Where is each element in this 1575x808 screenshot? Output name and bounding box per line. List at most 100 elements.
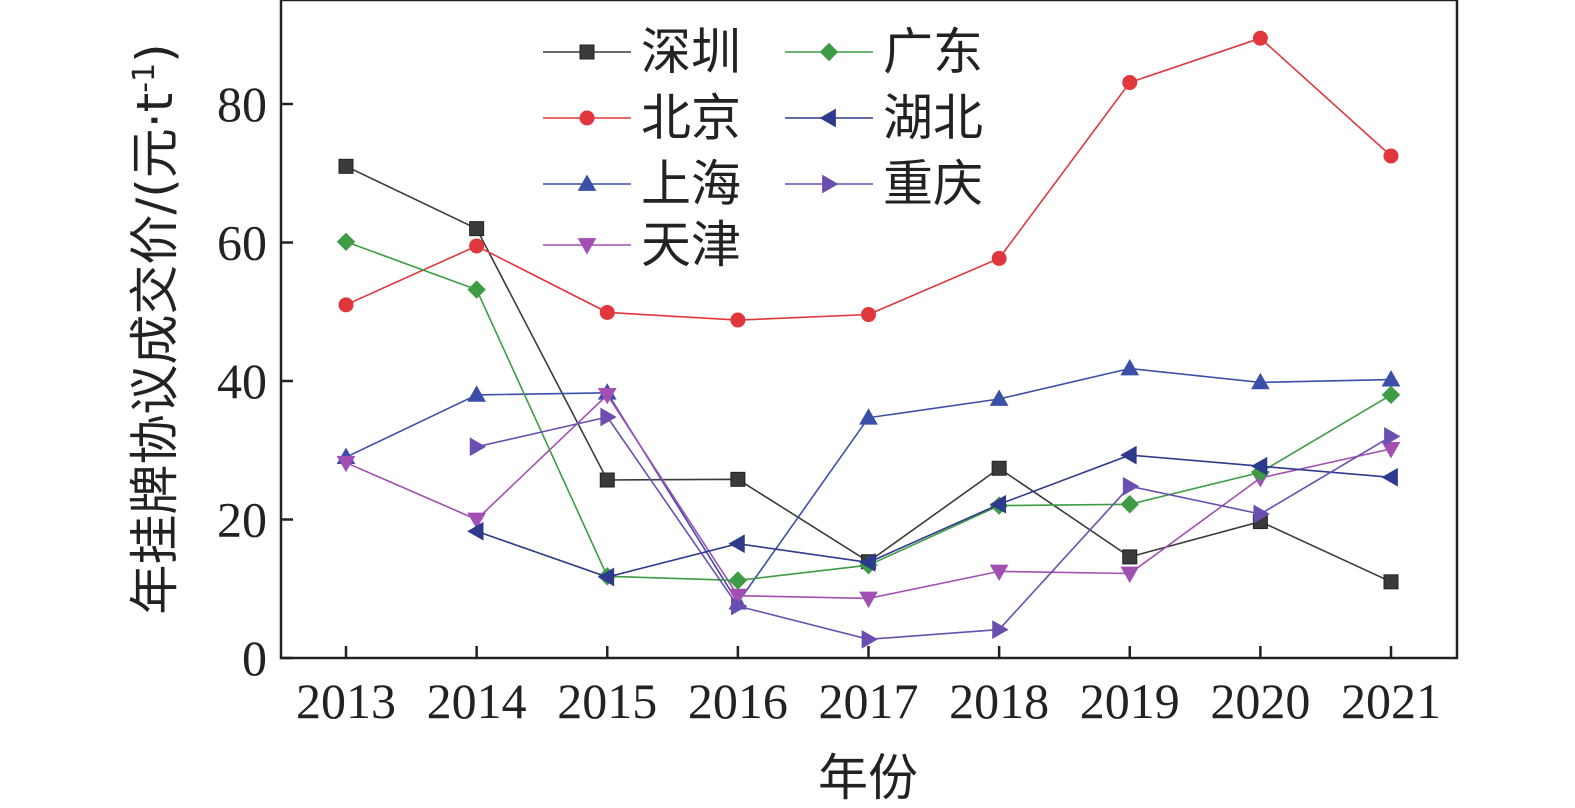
data-point bbox=[336, 232, 356, 252]
data-point bbox=[1120, 359, 1140, 376]
legend-entry: 广东 bbox=[785, 23, 983, 81]
data-point bbox=[731, 596, 748, 616]
legend-label: 广东 bbox=[883, 23, 983, 81]
x-tick-label: 2013 bbox=[296, 673, 396, 729]
x-tick-label: 2017 bbox=[819, 673, 919, 729]
data-point bbox=[597, 567, 615, 587]
data-point bbox=[467, 280, 486, 299]
legend-label: 天津 bbox=[641, 216, 741, 274]
legend-label: 上海 bbox=[641, 155, 741, 213]
y-axis-title-close: ) bbox=[126, 43, 184, 63]
y-tick-label: 0 bbox=[242, 630, 267, 686]
series-line bbox=[345, 165, 1392, 583]
data-point bbox=[728, 571, 748, 590]
data-point bbox=[467, 512, 486, 530]
legend-entry: 湖北 bbox=[785, 89, 983, 147]
data-point bbox=[992, 620, 1009, 639]
data-point bbox=[989, 389, 1009, 406]
x-tick-label: 2019 bbox=[1080, 673, 1180, 729]
data-point bbox=[599, 304, 615, 320]
series-6 bbox=[469, 407, 1401, 649]
data-point bbox=[1383, 574, 1399, 590]
legend-entry: 天津 bbox=[543, 216, 741, 274]
x-tick-label: 2018 bbox=[949, 673, 1049, 729]
legend-marker bbox=[577, 174, 597, 191]
x-tick-label: 2021 bbox=[1341, 673, 1441, 729]
ticks-layer: 2013 2014 2015 2016 2017 2018 2019 2020 2021 0 20 4… bbox=[217, 76, 1441, 729]
x-tick-label: 2015 bbox=[557, 673, 657, 729]
data-point bbox=[1253, 504, 1270, 524]
data-point bbox=[1383, 148, 1399, 164]
data-point bbox=[1251, 372, 1270, 390]
series-1 bbox=[338, 30, 1399, 328]
data-point bbox=[859, 408, 878, 425]
data-point bbox=[338, 297, 354, 313]
y-tick-label: 40 bbox=[217, 353, 267, 409]
data-point bbox=[1120, 495, 1139, 514]
data-point bbox=[1122, 75, 1138, 91]
legend-marker bbox=[819, 108, 836, 128]
data-point bbox=[861, 307, 876, 323]
y-axis-title-group: 年挂牌协议成交价/(元·t-1) bbox=[126, 43, 184, 614]
legend-label: 重庆 bbox=[883, 155, 983, 213]
legend-label: 深圳 bbox=[641, 23, 741, 81]
series-line bbox=[476, 416, 1392, 641]
data-point bbox=[991, 250, 1007, 266]
x-axis-title: 年份 bbox=[818, 749, 918, 807]
legend-marker bbox=[819, 42, 839, 62]
data-point bbox=[1381, 441, 1401, 459]
data-point bbox=[467, 385, 486, 402]
data-point bbox=[469, 238, 485, 254]
data-point bbox=[338, 158, 354, 174]
data-point bbox=[730, 471, 746, 487]
data-point bbox=[728, 534, 745, 554]
series-5 bbox=[467, 445, 1398, 587]
data-point bbox=[1120, 566, 1140, 584]
y-axis-title-main: 年挂牌协议成交价/(元·t bbox=[126, 93, 184, 615]
legend-marker bbox=[577, 238, 597, 255]
data-point bbox=[1250, 456, 1268, 476]
data-point bbox=[730, 312, 746, 328]
legend-entry: 深圳 bbox=[543, 23, 741, 81]
data-point bbox=[1381, 385, 1401, 405]
series-3 bbox=[336, 387, 1401, 608]
x-tick-label: 2016 bbox=[688, 673, 788, 729]
data-point bbox=[991, 460, 1007, 476]
data-point bbox=[1122, 476, 1140, 496]
data-point bbox=[600, 407, 617, 427]
legend-label: 湖北 bbox=[883, 89, 983, 147]
data-point bbox=[989, 494, 1006, 514]
data-point bbox=[336, 455, 356, 473]
data-point bbox=[599, 472, 615, 488]
data-point bbox=[859, 591, 878, 608]
data-point bbox=[1252, 30, 1268, 46]
data-point bbox=[989, 564, 1009, 581]
data-point bbox=[469, 437, 487, 457]
x-tick-label: 2014 bbox=[427, 673, 527, 729]
data-point bbox=[861, 629, 879, 649]
legend-entry: 上海 bbox=[543, 155, 741, 213]
data-point bbox=[467, 521, 484, 541]
data-point bbox=[1381, 370, 1401, 387]
legend-entry: 重庆 bbox=[785, 155, 983, 213]
series-line bbox=[476, 454, 1392, 578]
y-tick-label: 80 bbox=[217, 76, 267, 132]
legend-marker bbox=[579, 44, 595, 60]
y-axis-title-superscript: -1 bbox=[127, 63, 162, 93]
y-tick-label: 20 bbox=[217, 492, 267, 548]
data-point bbox=[597, 387, 617, 405]
data-point bbox=[858, 553, 876, 572]
data-point bbox=[1384, 427, 1401, 446]
legend-marker bbox=[822, 174, 839, 194]
legend-entry: 北京 bbox=[543, 89, 741, 147]
x-tick-label: 2020 bbox=[1210, 673, 1310, 729]
legend-marker bbox=[579, 110, 595, 126]
data-point bbox=[469, 221, 485, 237]
legend-label: 北京 bbox=[641, 89, 741, 147]
data-point bbox=[1120, 445, 1137, 465]
series-0 bbox=[338, 158, 1399, 590]
series-layer bbox=[336, 30, 1401, 649]
y-tick-label: 60 bbox=[217, 215, 267, 271]
